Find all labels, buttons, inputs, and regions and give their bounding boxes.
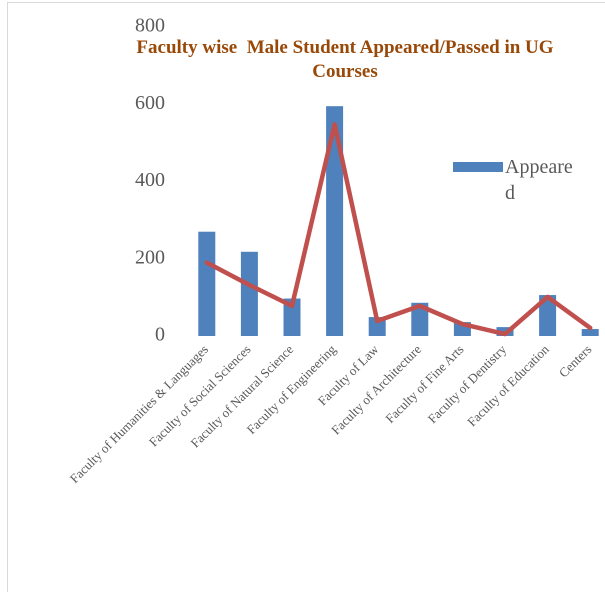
bar bbox=[198, 231, 216, 336]
chart-frame bbox=[7, 2, 605, 592]
line bbox=[204, 122, 593, 337]
bar bbox=[240, 251, 258, 336]
y-tick-label: 600 bbox=[135, 92, 165, 114]
bar bbox=[283, 298, 301, 336]
x-tick-label: Faculty of Fine Arts bbox=[382, 342, 466, 426]
y-tick-label: 200 bbox=[135, 246, 165, 268]
y-tick-label: 800 bbox=[135, 15, 165, 37]
y-tick-label: 400 bbox=[135, 169, 165, 191]
x-tick-label: Faculty of Education bbox=[464, 341, 552, 429]
y-tick-label: 0 bbox=[155, 324, 165, 346]
legend-label: Appeared bbox=[505, 156, 573, 204]
x-tick-label: Faculty of Dentistry bbox=[425, 341, 510, 426]
bar bbox=[326, 106, 344, 337]
chart-title: Faculty wise Male Student Appeared/Passe… bbox=[136, 37, 559, 82]
x-tick-label: Centers bbox=[556, 342, 595, 381]
bar bbox=[581, 329, 599, 336]
bar bbox=[539, 295, 557, 336]
bar bbox=[411, 302, 429, 336]
legend-swatch bbox=[453, 162, 503, 172]
